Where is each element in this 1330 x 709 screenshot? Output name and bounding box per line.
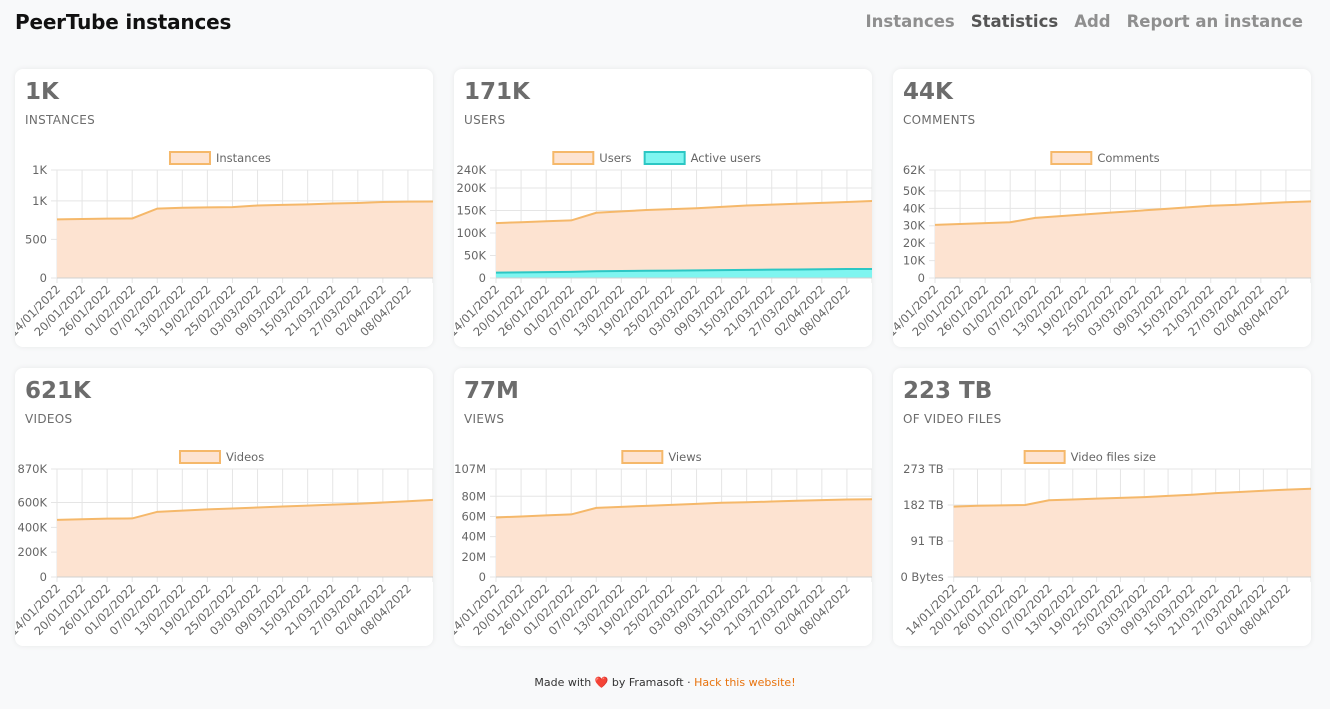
y-tick-label: 1K: [32, 194, 47, 208]
views-chart: Views020M40M60M80M107M14/01/202220/01/20…: [454, 450, 872, 638]
series-line[interactable]: [56, 200, 433, 221]
y-tick-label: 0: [918, 271, 925, 285]
legend-label[interactable]: Views: [668, 450, 701, 464]
stat-value: 223 TB: [903, 378, 993, 404]
y-tick-label: 182 TB: [903, 498, 944, 512]
y-tick-label: 20M: [461, 550, 486, 564]
legend-label[interactable]: Users: [599, 151, 631, 165]
stat-label: VIEWS: [464, 412, 505, 426]
legend-swatch[interactable]: [168, 151, 211, 165]
legend-label[interactable]: Videos: [226, 450, 264, 464]
stat-value: 171K: [464, 79, 530, 105]
legend-swatch[interactable]: [1050, 151, 1093, 165]
y-tick-label: 40K: [903, 201, 926, 215]
legend-label[interactable]: Active users: [691, 151, 761, 165]
nav-add[interactable]: Add: [1074, 12, 1111, 31]
users-chart: Users Active users050K100K150K200K240K14/…: [454, 151, 872, 339]
stat-card-instances: 1K INSTANCES Instances 0 500 1K 1K 14/01/2022…: [15, 69, 433, 347]
stat-card-videos: 621K VIDEOS Videos 0 200K 400K 600K 870K 14/01…: [15, 368, 433, 646]
y-tick-label: 500: [25, 232, 47, 246]
series-area[interactable]: [935, 201, 1311, 278]
y-tick-label: 870K: [18, 462, 48, 476]
legend-swatch[interactable]: [552, 151, 595, 165]
footer: Made with ❤️ by Framasoft · Hack this we…: [0, 676, 1330, 689]
hack-website-link[interactable]: Hack this website!: [694, 676, 796, 689]
y-tick-label: 1K: [32, 163, 47, 177]
y-tick-label: 400K: [18, 520, 48, 534]
y-tick-label: 91 TB: [910, 534, 943, 548]
y-tick-label: 0 Bytes: [900, 570, 943, 584]
y-tick-label: 600K: [18, 496, 48, 510]
series-area[interactable]: [57, 499, 433, 577]
y-tick-label: 150K: [457, 204, 487, 218]
y-tick-label: 0: [40, 271, 47, 285]
stat-label: VIDEOS: [25, 412, 73, 426]
heart-icon: ❤️: [594, 676, 609, 689]
brand-title[interactable]: PeerTube instances: [15, 10, 232, 34]
stat-label: COMMENTS: [903, 113, 976, 127]
series-area[interactable]: [496, 499, 872, 577]
stat-label: USERS: [464, 113, 506, 127]
y-tick-label: 107M: [454, 462, 486, 476]
stat-card-video-files: 223 TB OF VIDEO FILES Video files size 0 …: [893, 368, 1311, 646]
y-tick-label: 273 TB: [903, 462, 944, 476]
y-tick-label: 30K: [903, 219, 926, 233]
legend-label[interactable]: Comments: [1097, 151, 1159, 165]
series-line[interactable]: [953, 487, 1311, 508]
series-line[interactable]: [495, 268, 872, 274]
stat-card-views: 77M VIEWS Views 0 20M 40M 60M 80M 107M 14/01/20…: [454, 368, 872, 646]
videos-chart: Videos0200K400K600K870K14/01/202220/01/2…: [15, 450, 433, 638]
nav-statistics[interactable]: Statistics: [970, 12, 1059, 31]
stat-value: 44K: [903, 79, 953, 105]
stat-value: 77M: [464, 378, 519, 404]
top-navbar: PeerTube instances Instances Statistics …: [0, 0, 1330, 44]
stat-card-users: 171K USERS Users Active users 0 50K 100K 150K…: [454, 69, 872, 347]
series-area[interactable]: [496, 201, 872, 278]
y-tick-label: 200K: [18, 545, 48, 559]
footer-by: by Framasoft ·: [611, 676, 691, 689]
y-tick-label: 50K: [464, 249, 487, 263]
series-line[interactable]: [934, 200, 1311, 226]
y-tick-label: 100K: [457, 226, 487, 240]
y-tick-label: 60M: [461, 509, 486, 523]
series-line[interactable]: [56, 498, 433, 521]
main-nav: Instances Statistics Add Report an insta…: [865, 12, 1303, 31]
footer-made-with: Made with: [534, 676, 592, 689]
y-tick-label: 62K: [903, 163, 926, 177]
series-area[interactable]: [57, 201, 433, 278]
stat-value: 621K: [25, 378, 91, 404]
instances-chart: Instances05001K1K14/01/202220/01/202226/…: [15, 151, 433, 339]
legend-label[interactable]: Video files size: [1071, 450, 1156, 464]
stat-card-comments: 44K COMMENTS Comments 0 10K 20K 30K 40K 50K 62K…: [893, 69, 1311, 347]
y-tick-label: 20K: [903, 236, 926, 250]
stat-label: INSTANCES: [25, 113, 95, 127]
nav-report-instance[interactable]: Report an instance: [1126, 12, 1303, 31]
legend-swatch[interactable]: [621, 450, 664, 464]
y-tick-label: 0: [479, 570, 486, 584]
y-tick-label: 80M: [461, 489, 486, 503]
legend-swatch[interactable]: [178, 450, 221, 464]
series-area[interactable]: [953, 488, 1311, 577]
y-tick-label: 50K: [903, 184, 926, 198]
stat-label: OF VIDEO FILES: [903, 412, 1002, 426]
y-tick-label: 0: [479, 271, 486, 285]
y-tick-label: 0: [40, 570, 47, 584]
nav-instances[interactable]: Instances: [865, 12, 955, 31]
video-files-chart: Video files size 0 Bytes 91 TB 182 TB 273 TB…: [900, 450, 1311, 638]
y-tick-label: 200K: [457, 181, 487, 195]
series-line[interactable]: [495, 200, 872, 225]
legend-swatch[interactable]: [643, 151, 686, 165]
series-line[interactable]: [495, 498, 872, 519]
comments-chart: Comments010K20K30K40K50K62K14/01/202220/…: [893, 151, 1311, 339]
legend-label[interactable]: Instances: [216, 151, 271, 165]
y-tick-label: 40M: [461, 530, 486, 544]
y-tick-label: 10K: [903, 254, 926, 268]
series-area[interactable]: [496, 269, 872, 278]
stat-value: 1K: [25, 79, 59, 105]
legend-swatch[interactable]: [1023, 450, 1066, 464]
y-tick-label: 240K: [457, 163, 487, 177]
